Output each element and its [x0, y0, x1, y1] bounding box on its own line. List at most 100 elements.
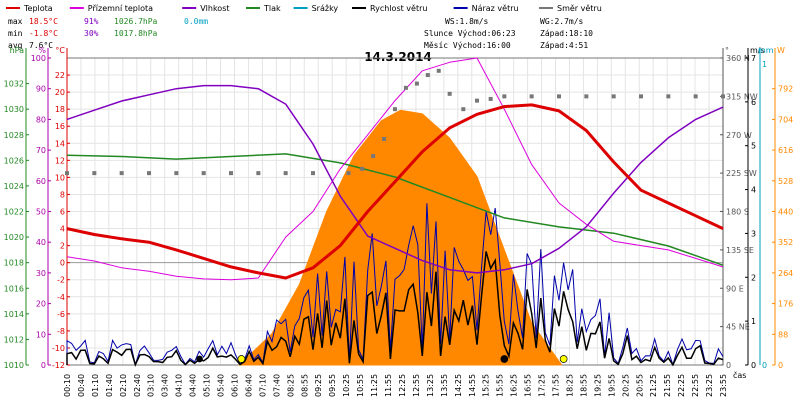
sun-moon-markers: [196, 355, 568, 363]
x-tick-label: 11:25: [370, 374, 379, 397]
humidity-line: [66, 84, 724, 274]
temperature-axis-tick-label: 14: [55, 139, 65, 148]
temperature-axis-tick-label: 8: [60, 190, 65, 199]
humidity-axis-tick-label: 30: [36, 269, 46, 278]
pressure-axis-tick-label: 1032: [4, 80, 24, 89]
wind-direction-point: [65, 171, 69, 176]
wind-axis-tick-label: 0: [751, 361, 756, 370]
x-tick-label: 09:25: [314, 374, 323, 397]
x-tick-label: 06:40: [244, 374, 253, 397]
x-tick-label: 00:10: [63, 374, 72, 397]
x-tick-label: 16:55: [524, 374, 533, 397]
legend-label: Rychlost větru: [370, 4, 427, 13]
wind-direction-point: [414, 81, 419, 86]
wind-direction-point: [229, 171, 233, 176]
info-panel: WS:1.8m/s WG:2.7m/s Slunce Východ:06:23 …: [424, 17, 593, 50]
x-tick-label: 19:25: [593, 374, 602, 397]
legend-label: Teplota: [23, 4, 53, 13]
temperature-axis-tick-label: -6: [57, 310, 65, 319]
x-tick-label: 21:55: [663, 374, 672, 397]
wind-axis-tick-label: 7: [751, 54, 756, 63]
x-tick-label: 18:25: [565, 374, 574, 397]
x-tick-label: 00:40: [77, 374, 86, 397]
pressure-axis-tick-label: 1018: [4, 259, 24, 268]
humidity-axis-tick-label: 60: [36, 177, 46, 186]
info-moon-rise: Měsíc Východ:16:00: [424, 41, 511, 50]
solar-axis-tick-label: 352: [778, 238, 793, 247]
wind-gust-line: [66, 203, 724, 367]
wind-direction-point: [283, 171, 288, 176]
x-tick-label: 09:55: [328, 374, 337, 397]
stats-min-label: min: [8, 29, 23, 38]
x-tick-label: 12:25: [398, 374, 407, 397]
direction-axis-tick-label: 45 NE: [726, 323, 750, 332]
wind-direction-point: [201, 171, 206, 176]
solar-axis-unit: W: [777, 46, 785, 55]
wind-direction-point: [475, 98, 479, 103]
wind-direction-point: [174, 171, 179, 176]
solar-axis-tick-label: 616: [778, 146, 793, 155]
pressure-axis-tick-label: 1028: [4, 131, 24, 140]
solar-axis-tick-label: 176: [778, 300, 793, 309]
x-tick-label: 03:40: [161, 374, 170, 397]
wind-direction-point: [461, 107, 466, 112]
legend-label: Tlak: [263, 4, 281, 13]
line-series: [65, 57, 725, 281]
direction-axis-tick-label: 0: [726, 361, 731, 370]
wind-axis-tick-label: 3: [751, 229, 756, 238]
moonset-marker: [196, 355, 203, 363]
x-tick-label: 08:25: [286, 374, 295, 397]
temperature-axis-tick-label: 18: [55, 105, 65, 114]
solar-axis-tick-label: 704: [778, 115, 793, 124]
stats-avg-label: avg: [8, 41, 23, 50]
humidity-axis-tick-label: 100: [31, 54, 46, 63]
wind-axis-tick-label: 6: [751, 98, 756, 107]
wind-axis-tick-label: 5: [751, 142, 756, 151]
solar-axis-tick-label: 88: [778, 330, 788, 339]
x-tick-label: 13:25: [426, 374, 435, 397]
stats-avg-temp: 7.6°C: [29, 41, 53, 50]
wind-direction-point: [436, 68, 441, 73]
pressure-axis-tick-label: 1014: [4, 310, 24, 319]
wind-direction-point: [721, 94, 725, 99]
humidity-axis-tick-label: 70: [36, 146, 46, 155]
x-tick-label: 16:25: [510, 374, 519, 397]
x-tick-label: 02:10: [119, 374, 128, 397]
x-tick-label: 13:55: [440, 374, 449, 397]
wind-speed-line: [66, 251, 724, 367]
solar-axis-tick-label: 440: [778, 208, 793, 217]
sunrise-marker: [237, 355, 246, 363]
wind-direction-point: [693, 94, 698, 99]
wind-direction-point: [393, 107, 397, 112]
x-tick-label: 23:55: [719, 374, 728, 397]
x-tick-label: 12:55: [412, 374, 421, 397]
x-tick-label: 17:55: [552, 374, 561, 397]
wind-series: [66, 203, 724, 367]
humidity-axis-tick-label: 50: [36, 208, 46, 217]
wind-direction-point: [119, 171, 124, 176]
info-wg: WG:2.7m/s: [540, 17, 584, 26]
solar-axis-tick-label: 792: [778, 85, 793, 94]
legend-label: Vlhkost: [200, 4, 229, 13]
pressure-axis-tick-label: 1016: [4, 284, 24, 293]
direction-axis-unit: °: [725, 46, 729, 55]
x-tick-label: 11:55: [384, 374, 393, 397]
humidity-axis-unit: %: [38, 46, 46, 55]
x-tick-label: 14:55: [468, 374, 477, 397]
pressure-axis-tick-label: 1022: [4, 208, 24, 217]
humidity-axis-tick-label: 40: [36, 238, 46, 247]
pressure-axis-tick-label: 1010: [4, 361, 24, 370]
x-tick-label: 03:10: [147, 374, 156, 397]
solar-axis-tick-label: 528: [778, 177, 793, 186]
wind-direction-point: [382, 137, 387, 142]
temperature-axis-tick-label: 20: [55, 88, 65, 97]
rain-axis-unit: mm: [758, 46, 774, 55]
temperature-axis-tick-label: -8: [57, 327, 65, 336]
wind-direction-point: [346, 171, 351, 176]
direction-axis-tick-label: 360 N: [726, 54, 750, 63]
x-tick-label: 01:40: [105, 374, 114, 397]
stats-panel: max 18.5°C 91% 1026.7hPa 0.0mm min -1.8°…: [8, 17, 208, 50]
temperature-axis-tick-label: 12: [55, 156, 65, 165]
x-tick-label: 01:10: [91, 374, 100, 397]
